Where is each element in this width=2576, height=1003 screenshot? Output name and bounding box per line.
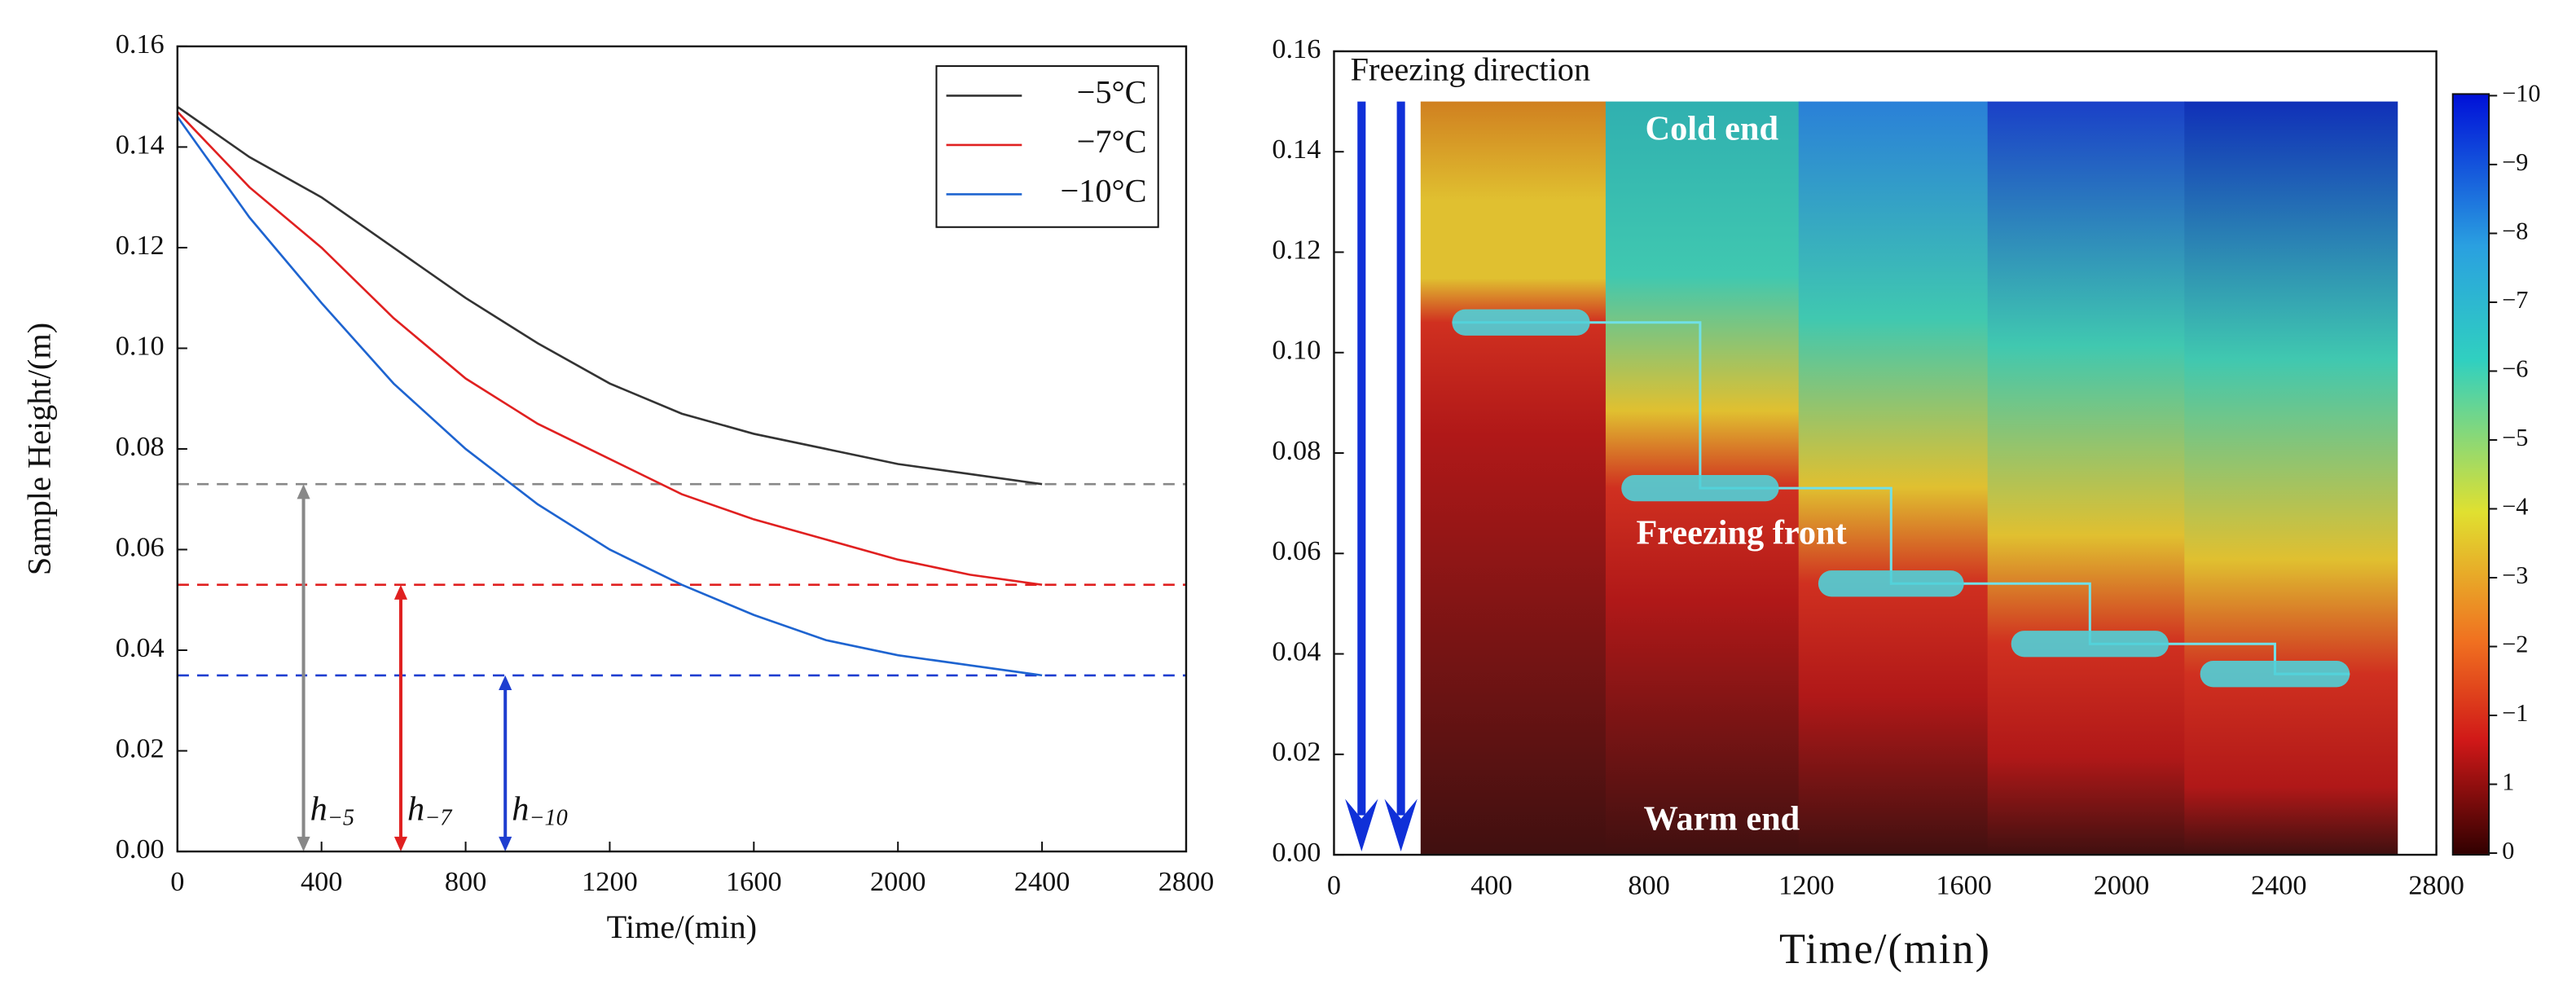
colorbar-label: 0	[2502, 837, 2514, 864]
arrow-label-sub: −10	[529, 806, 567, 831]
front-segment	[2200, 661, 2350, 688]
legend-box	[935, 65, 1159, 228]
arrow-label: h−5	[310, 790, 354, 831]
y-tick-label: 0.00	[116, 834, 165, 864]
front-segment	[1621, 475, 1779, 502]
colorbar-label: −5	[2502, 424, 2528, 451]
colorbar-label: −6	[2502, 354, 2528, 382]
y-axis-label: Sample Height/(m)	[21, 323, 58, 575]
series-line	[176, 111, 1043, 587]
x-tick-label: 2000	[870, 866, 926, 897]
y-tick-label: 0.14	[1272, 134, 1321, 165]
x-axis-label: Time/(min)	[1779, 926, 1991, 973]
x-tick-label: 2000	[2094, 869, 2150, 900]
x-tick-label: 2800	[2408, 869, 2464, 900]
arrow-label-sub: −7	[424, 806, 453, 831]
colorbar-label: −3	[2502, 561, 2528, 589]
y-tick-label: 0.14	[116, 129, 165, 160]
plot-frame	[1333, 50, 2438, 856]
y-tick-label: 0.08	[116, 431, 165, 462]
x-tick-label: 1600	[1936, 869, 1992, 900]
arrow-label-sub: −5	[327, 806, 354, 831]
field-band	[1798, 101, 1989, 856]
y-tick-label: 0.02	[116, 732, 165, 763]
colorbar	[2451, 93, 2490, 856]
annotation: Cold end	[1646, 109, 1779, 147]
x-tick-label: 2800	[1158, 866, 1215, 897]
x-axis-label: Time/(min)	[607, 908, 757, 945]
annotation: Freezing front	[1636, 514, 1846, 552]
front-segment	[1452, 309, 1590, 336]
y-tick-label: 0.16	[116, 29, 165, 59]
legend-label: −5°C	[1077, 74, 1147, 111]
y-tick-label: 0.12	[1272, 234, 1321, 265]
annotation: Warm end	[1644, 799, 1800, 838]
x-tick-label: 800	[445, 866, 486, 897]
series-line	[177, 105, 1043, 486]
legend-label: −7°C	[1077, 123, 1147, 160]
colorbar-label: −9	[2502, 148, 2528, 176]
colorbar-label: −4	[2502, 492, 2528, 520]
y-tick-label: 0.10	[1272, 335, 1321, 366]
arrow-label-main: h	[512, 790, 529, 828]
field-band	[1987, 101, 2186, 856]
x-tick-label: 1200	[582, 866, 638, 897]
field-band	[1420, 101, 1607, 856]
colorbar-label: −2	[2502, 630, 2528, 658]
colorbar-label: −1	[2502, 699, 2528, 727]
x-tick-label: 1200	[1778, 869, 1835, 900]
x-tick-label: 2400	[1014, 866, 1070, 897]
x-tick-label: 0	[170, 866, 184, 897]
arrow-label: h−10	[512, 790, 567, 831]
front-path	[1452, 321, 2350, 675]
y-tick-label: 0.04	[1272, 636, 1321, 666]
y-tick-label: 0.06	[116, 531, 165, 562]
plot-frame	[176, 45, 1188, 853]
x-tick-label: 2400	[2251, 869, 2307, 900]
front-segment	[1818, 570, 1964, 597]
x-tick-label: 0	[1327, 869, 1341, 900]
x-tick-label: 800	[1628, 869, 1669, 900]
series-line	[176, 116, 1043, 677]
arrow-label: h−7	[407, 790, 453, 831]
y-tick-label: 0.10	[116, 330, 165, 361]
front-segment	[2011, 631, 2169, 658]
field-band	[2184, 101, 2398, 856]
x-tick-label: 400	[301, 866, 342, 897]
colorbar-label: −10	[2502, 79, 2540, 107]
arrow-label-main: h	[407, 790, 424, 828]
y-tick-label: 0.08	[1272, 435, 1321, 466]
colorbar-label: −8	[2502, 217, 2528, 244]
y-tick-label: 0.16	[1272, 33, 1321, 64]
y-tick-label: 0.04	[116, 632, 165, 663]
y-tick-label: 0.00	[1272, 837, 1321, 868]
y-tick-label: 0.02	[1272, 737, 1321, 768]
x-tick-label: 1600	[726, 866, 782, 897]
direction-arrow-head	[1345, 798, 1378, 852]
colorbar-label: −7	[2502, 286, 2528, 314]
direction-arrow-head	[1384, 798, 1418, 852]
arrow-label-main: h	[310, 790, 327, 828]
colorbar-label: 1	[2502, 768, 2514, 795]
annotation: Freezing direction	[1351, 51, 1591, 87]
y-tick-label: 0.06	[1272, 535, 1321, 566]
legend-label: −10°C	[1060, 173, 1146, 209]
y-tick-label: 0.12	[116, 230, 165, 261]
x-tick-label: 400	[1470, 869, 1512, 900]
